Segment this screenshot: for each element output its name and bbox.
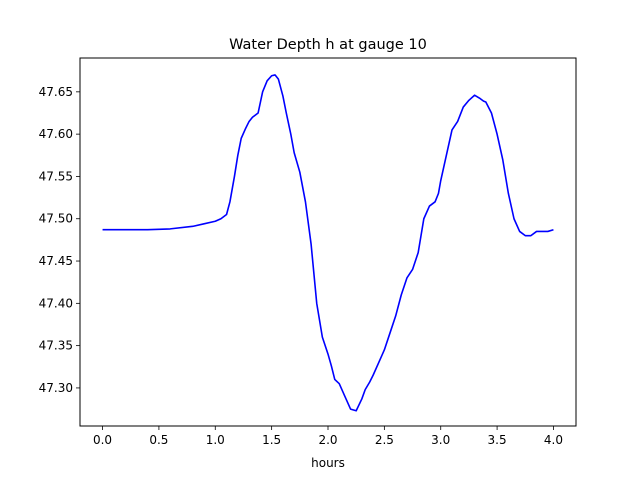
x-tick-label: 0.5 xyxy=(149,433,168,447)
y-tick-label: 47.30 xyxy=(39,381,73,395)
x-tick-label: 1.5 xyxy=(262,433,281,447)
series-line xyxy=(102,74,554,412)
x-tick-label: 3.5 xyxy=(488,433,507,447)
x-tick-label: 4.0 xyxy=(544,433,563,447)
y-tick-label: 47.55 xyxy=(39,169,73,183)
y-tick-label: 47.35 xyxy=(39,339,73,353)
y-tick-label: 47.65 xyxy=(39,85,73,99)
x-axis-label: hours xyxy=(311,456,345,470)
x-tick-label: 3.0 xyxy=(431,433,450,447)
x-axis-ticks: 0.0 0.5 1.0 1.5 2.0 2.5 3.0 3.5 4.0 xyxy=(93,426,563,447)
series-layer xyxy=(102,74,554,412)
y-axis-ticks: 47.30 47.35 47.40 47.45 47.50 47.55 47.60 47.65 xyxy=(39,85,80,395)
y-tick-label: 47.60 xyxy=(39,127,73,141)
chart-title: Water Depth h at gauge 10 xyxy=(229,37,427,53)
y-tick-label: 47.50 xyxy=(39,212,73,226)
x-tick-label: 0.0 xyxy=(93,433,112,447)
y-tick-label: 47.45 xyxy=(39,254,73,268)
x-tick-label: 2.0 xyxy=(318,433,337,447)
x-tick-label: 1.0 xyxy=(206,433,225,447)
plot-area: 0.0 0.5 1.0 1.5 2.0 2.5 3.0 3.5 4.0 47.3047.3547… xyxy=(39,57,577,447)
x-tick-label: 2.5 xyxy=(375,433,394,447)
y-tick-label: 47.40 xyxy=(39,296,73,310)
